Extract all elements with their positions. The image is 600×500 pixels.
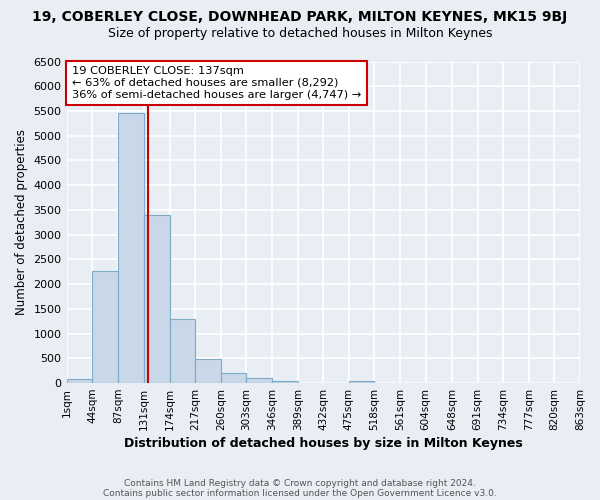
Bar xyxy=(349,381,374,383)
Bar xyxy=(195,359,221,383)
Text: 19 COBERLEY CLOSE: 137sqm
← 63% of detached houses are smaller (8,292)
36% of se: 19 COBERLEY CLOSE: 137sqm ← 63% of detac… xyxy=(71,66,361,100)
Bar xyxy=(92,271,118,383)
Bar xyxy=(247,378,272,383)
Bar xyxy=(272,381,298,383)
Y-axis label: Number of detached properties: Number of detached properties xyxy=(15,130,28,316)
X-axis label: Distribution of detached houses by size in Milton Keynes: Distribution of detached houses by size … xyxy=(124,437,523,450)
Bar xyxy=(144,215,170,383)
Text: 19, COBERLEY CLOSE, DOWNHEAD PARK, MILTON KEYNES, MK15 9BJ: 19, COBERLEY CLOSE, DOWNHEAD PARK, MILTO… xyxy=(32,10,568,24)
Bar xyxy=(67,380,92,383)
Bar xyxy=(170,319,195,383)
Text: Contains HM Land Registry data © Crown copyright and database right 2024.: Contains HM Land Registry data © Crown c… xyxy=(124,478,476,488)
Text: Size of property relative to detached houses in Milton Keynes: Size of property relative to detached ho… xyxy=(108,28,492,40)
Text: Contains public sector information licensed under the Open Government Licence v3: Contains public sector information licen… xyxy=(103,488,497,498)
Bar xyxy=(118,114,144,383)
Bar xyxy=(221,374,247,383)
